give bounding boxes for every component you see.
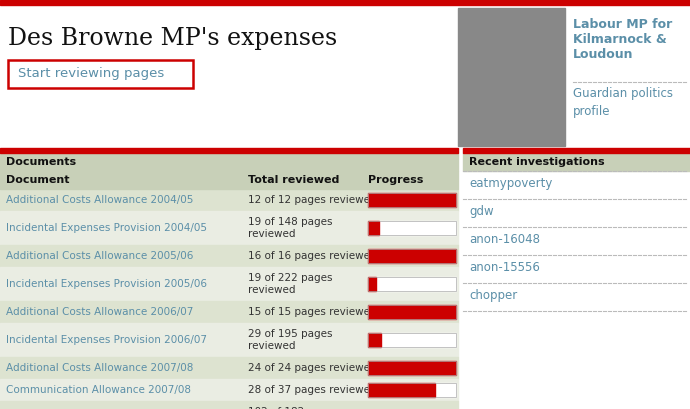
Text: Document: Document: [6, 175, 70, 185]
Text: Recent investigations: Recent investigations: [469, 157, 604, 167]
Text: Documents: Documents: [6, 157, 76, 167]
Bar: [368, 383, 435, 397]
Text: 19 of 148 pages
reviewed: 19 of 148 pages reviewed: [248, 217, 333, 239]
Text: Guardian politics
profile: Guardian politics profile: [573, 87, 673, 118]
Bar: [0, 357, 458, 379]
Bar: [463, 148, 690, 153]
Bar: [368, 383, 456, 397]
Bar: [368, 193, 456, 207]
Bar: [368, 383, 456, 397]
Bar: [368, 277, 456, 291]
Bar: [0, 171, 458, 189]
Text: Additional Costs Allowance 2007/08: Additional Costs Allowance 2007/08: [6, 363, 193, 373]
Bar: [0, 301, 458, 323]
Text: Des Browne MP's expenses: Des Browne MP's expenses: [8, 27, 337, 49]
Bar: [368, 277, 375, 291]
Bar: [368, 333, 456, 347]
Text: 12 of 12 pages reviewed: 12 of 12 pages reviewed: [248, 195, 377, 205]
Text: 28 of 37 pages reviewed: 28 of 37 pages reviewed: [248, 385, 377, 395]
Bar: [368, 305, 456, 319]
Bar: [0, 148, 458, 153]
Bar: [368, 193, 456, 207]
Bar: [0, 379, 458, 401]
Bar: [368, 333, 456, 347]
Bar: [0, 323, 458, 357]
Bar: [368, 305, 456, 319]
Bar: [0, 245, 458, 267]
Text: Total reviewed: Total reviewed: [248, 175, 339, 185]
Bar: [0, 0, 690, 5]
Text: 24 of 24 pages reviewed: 24 of 24 pages reviewed: [248, 363, 377, 373]
Text: gdw: gdw: [469, 205, 493, 218]
Text: Incidental Expenses Provision 2006/07: Incidental Expenses Provision 2006/07: [6, 335, 207, 345]
Bar: [368, 361, 456, 375]
Text: Kilmarnock &: Kilmarnock &: [573, 33, 667, 46]
Text: Start reviewing pages: Start reviewing pages: [18, 67, 164, 81]
Text: 29 of 195 pages
reviewed: 29 of 195 pages reviewed: [248, 328, 333, 351]
Text: eatmypoverty: eatmypoverty: [469, 177, 553, 190]
Text: Progress: Progress: [368, 175, 424, 185]
Bar: [368, 221, 456, 235]
Bar: [368, 249, 456, 263]
Text: Loudoun: Loudoun: [573, 48, 633, 61]
Bar: [368, 221, 456, 235]
Bar: [0, 153, 458, 171]
Text: Additional Costs Allowance 2005/06: Additional Costs Allowance 2005/06: [6, 251, 193, 261]
Text: 16 of 16 pages reviewed: 16 of 16 pages reviewed: [248, 251, 377, 261]
Bar: [368, 305, 456, 319]
Text: 19 of 222 pages
reviewed: 19 of 222 pages reviewed: [248, 273, 333, 295]
Text: anon-15556: anon-15556: [469, 261, 540, 274]
Text: Incidental Expenses Provision 2005/06: Incidental Expenses Provision 2005/06: [6, 279, 207, 289]
Bar: [368, 361, 456, 375]
Text: Communication Allowance 2007/08: Communication Allowance 2007/08: [6, 385, 191, 395]
Bar: [368, 249, 456, 263]
Bar: [463, 153, 690, 171]
Text: Additional Costs Allowance 2006/07: Additional Costs Allowance 2006/07: [6, 307, 193, 317]
Text: Incidental Expenses Provision 2004/05: Incidental Expenses Provision 2004/05: [6, 223, 207, 233]
Bar: [368, 277, 456, 291]
Bar: [368, 221, 380, 235]
Bar: [368, 361, 456, 375]
Bar: [368, 193, 456, 207]
Text: 102 of 182 pages
reviewed: 102 of 182 pages reviewed: [248, 407, 339, 409]
Bar: [0, 401, 458, 409]
Bar: [0, 211, 458, 245]
Bar: [8, 60, 193, 88]
Text: Additional Costs Allowance 2004/05: Additional Costs Allowance 2004/05: [6, 195, 193, 205]
Bar: [0, 189, 458, 211]
Bar: [368, 333, 381, 347]
Text: anon-16048: anon-16048: [469, 233, 540, 246]
Bar: [458, 8, 565, 146]
Text: Labour MP for: Labour MP for: [573, 18, 672, 31]
Bar: [368, 249, 456, 263]
Text: 15 of 15 pages reviewed: 15 of 15 pages reviewed: [248, 307, 377, 317]
Bar: [0, 267, 458, 301]
Text: chopper: chopper: [469, 289, 518, 302]
